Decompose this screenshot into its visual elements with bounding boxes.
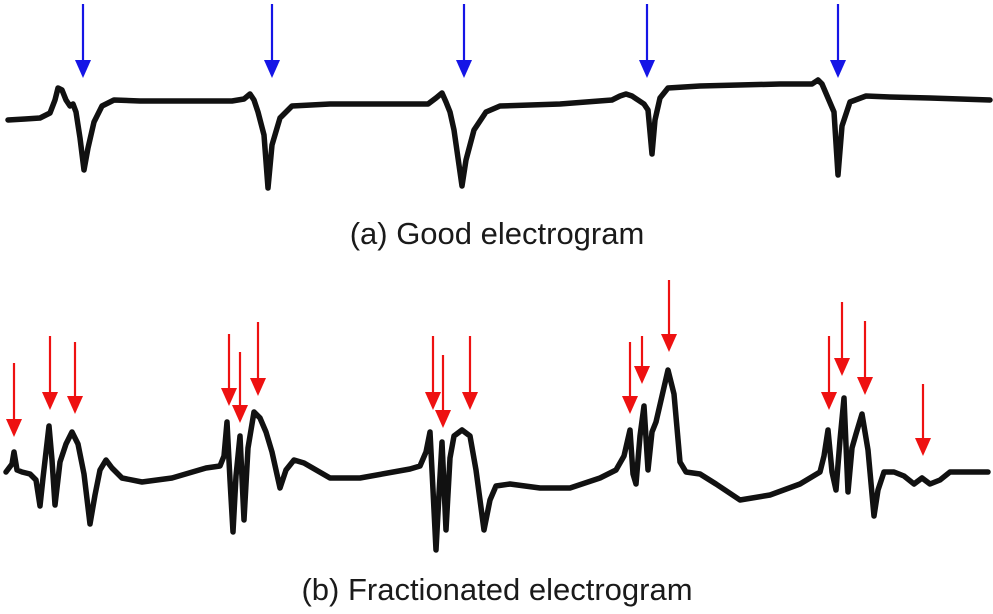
red-arrow-head xyxy=(250,378,266,396)
red-arrow xyxy=(857,321,873,395)
red-arrow xyxy=(435,355,451,428)
red-arrow-head xyxy=(425,392,441,410)
red-arrow xyxy=(221,334,237,406)
red-arrow-head xyxy=(232,405,248,423)
good-electrogram-trace xyxy=(5,77,993,191)
red-arrow-head xyxy=(821,392,837,410)
red-arrow-head xyxy=(462,392,478,410)
red-arrow xyxy=(834,302,850,376)
red-arrow xyxy=(622,342,638,414)
red-arrow xyxy=(915,384,931,456)
blue-arrow-head xyxy=(264,60,280,78)
blue-arrow xyxy=(264,4,280,78)
red-arrow xyxy=(67,342,83,414)
red-arrow xyxy=(6,363,22,437)
blue-arrow-head xyxy=(456,60,472,78)
red-arrow xyxy=(462,336,478,410)
red-arrow-head xyxy=(42,392,58,410)
red-arrow xyxy=(661,280,677,352)
red-arrow-head xyxy=(67,396,83,414)
blue-arrow-head xyxy=(75,60,91,78)
fractionated-electrogram-panel: (b) Fractionated electrogram xyxy=(3,280,991,607)
red-arrow xyxy=(634,336,650,384)
fractionated-electrogram-trace xyxy=(3,367,991,553)
good-electrogram-caption: (a) Good electrogram xyxy=(350,216,645,251)
red-arrow-head xyxy=(622,396,638,414)
blue-arrow xyxy=(639,4,655,78)
fractionated-electrogram-arrows xyxy=(6,280,931,456)
red-arrow-head xyxy=(661,334,677,352)
red-arrow xyxy=(232,352,248,423)
red-arrow-head xyxy=(634,366,650,384)
blue-arrow-head xyxy=(639,60,655,78)
fractionated-electrogram-caption: (b) Fractionated electrogram xyxy=(301,572,692,607)
red-arrow-head xyxy=(435,410,451,428)
red-arrow-head xyxy=(915,438,931,456)
blue-arrow-head xyxy=(830,60,846,78)
red-arrow xyxy=(821,336,837,410)
red-arrow-head xyxy=(221,388,237,406)
blue-arrow xyxy=(456,4,472,78)
red-arrow xyxy=(250,322,266,396)
blue-arrow xyxy=(75,4,91,78)
red-arrow xyxy=(425,336,441,410)
blue-arrow xyxy=(830,4,846,78)
red-arrow xyxy=(42,336,58,410)
red-arrow-head xyxy=(857,377,873,395)
red-arrow-head xyxy=(834,358,850,376)
good-electrogram-panel: (a) Good electrogram xyxy=(5,4,993,251)
good-electrogram-arrows xyxy=(75,4,846,78)
red-arrow-head xyxy=(6,419,22,437)
